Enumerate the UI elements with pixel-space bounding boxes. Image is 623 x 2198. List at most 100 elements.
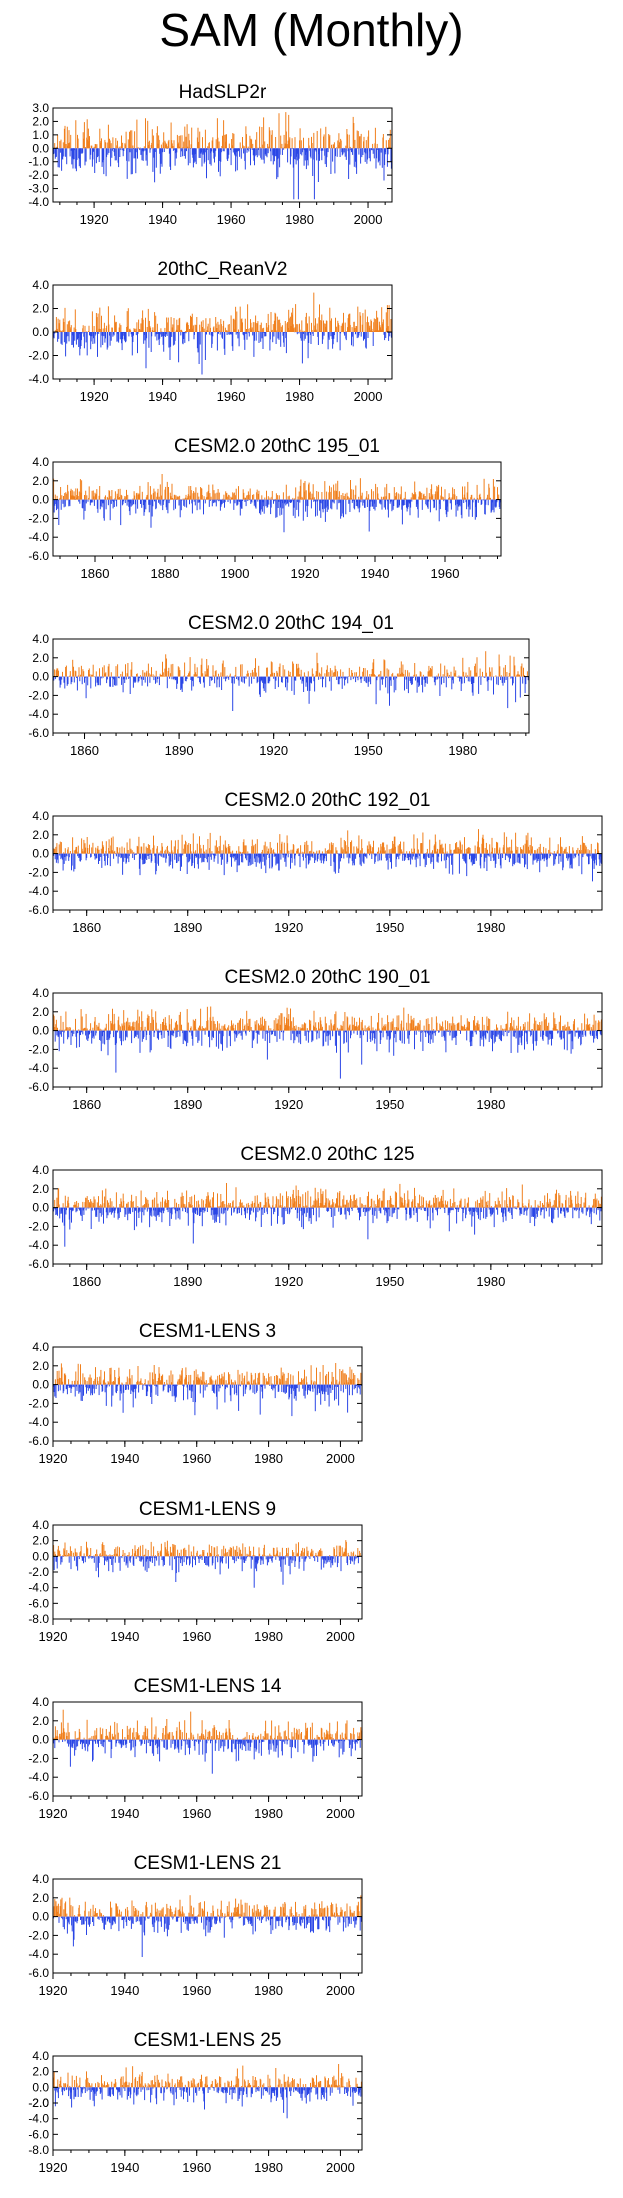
- y-tick-label: 0.0: [32, 141, 49, 155]
- x-tick-label: 1920: [80, 212, 109, 227]
- x-tick-label: 2000: [354, 212, 383, 227]
- plot-frame: [52, 992, 603, 1088]
- x-tick-label: 1940: [361, 566, 390, 581]
- y-tick-label: 4.0: [32, 455, 49, 469]
- y-tick-label: -4.0: [28, 884, 49, 898]
- bar-series: [52, 1183, 602, 1247]
- x-tick-label: 1920: [291, 566, 320, 581]
- y-tick-label: -2.0: [28, 688, 49, 702]
- page-title: SAM (Monthly): [159, 4, 464, 56]
- y-tick-label: -1.0: [28, 155, 49, 169]
- y-tick-label: 2.0: [32, 474, 49, 488]
- chart-title: CESM2.0 20thC 190_01: [224, 967, 431, 988]
- bar-series: [52, 1006, 602, 1079]
- y-tick-label: -6.0: [28, 903, 49, 917]
- chart-panel: 20thC_ReanV2 4.0 2.0 0.0 -2.0 -4.0 1920 1940 196…: [0, 257, 623, 425]
- y-tick-label: -4.0: [28, 372, 49, 386]
- x-tick-label: 1950: [354, 743, 383, 758]
- bar-series: [52, 474, 501, 533]
- x-tick-label: 1950: [375, 1097, 404, 1112]
- y-tick-label: 0.0: [32, 493, 49, 507]
- y-tick-label: -6.0: [28, 726, 49, 740]
- x-tick-label: 1980: [476, 1097, 505, 1112]
- chart-plot: 4.0 2.0 0.0 -2.0 -4.0 -6.0 1860 1890 1920 1950 198…: [28, 986, 603, 1112]
- y-tick-label: 2.0: [32, 302, 49, 316]
- x-tick-label: 1980: [285, 389, 314, 404]
- chart-title: CESM2.0 20thC 192_01: [224, 790, 431, 811]
- x-tick-label: 1980: [448, 743, 477, 758]
- y-tick-label: 2.0: [32, 114, 49, 128]
- y-tick-label: -4.0: [28, 1061, 49, 1075]
- y-tick-label: -3.0: [28, 182, 49, 196]
- x-tick-label: 1890: [165, 743, 194, 758]
- y-tick-label: 1.0: [32, 128, 49, 142]
- y-tick-label: -6.0: [28, 549, 49, 563]
- x-tick-label: 2000: [354, 389, 383, 404]
- x-tick-label: 1940: [148, 389, 177, 404]
- y-tick-label: 2.0: [32, 651, 49, 665]
- x-tick-label: 1860: [81, 566, 110, 581]
- chart-title: 20thC_ReanV2: [157, 259, 288, 280]
- x-tick-label: 1900: [221, 566, 250, 581]
- y-tick-label: 0.0: [32, 325, 49, 339]
- chart-plot: 4.0 2.0 0.0 -2.0 -4.0 -6.0 1860 1890 1920 1950 198…: [28, 809, 603, 935]
- x-tick-label: 1940: [148, 212, 177, 227]
- y-tick-label: -2.0: [28, 349, 49, 363]
- chart-title: CESM2.0 20thC 194_01: [188, 613, 394, 634]
- y-tick-label: -2.0: [28, 168, 49, 182]
- chart-title: CESM2.0 20thC 125: [240, 1144, 415, 1165]
- x-tick-label: 1960: [431, 566, 460, 581]
- bar-series: [52, 292, 392, 375]
- plot-frame: [52, 638, 530, 734]
- y-tick-label: 0.0: [32, 847, 49, 861]
- y-tick-label: -2.0: [28, 511, 49, 525]
- x-tick-label: 1890: [173, 1097, 202, 1112]
- chart-panel: HadSLP2r 3.0 2.0 1.0 0.0 -1.0 -2.0 -3.0 -4.0 1920…: [0, 80, 623, 248]
- bar-series: [52, 829, 602, 882]
- plot-frame: [52, 107, 393, 203]
- chart-title: HadSLP2r: [178, 82, 267, 103]
- x-tick-label: 1980: [285, 212, 314, 227]
- y-tick-label: 2.0: [32, 1005, 49, 1019]
- plot-frame: [52, 461, 502, 557]
- x-tick-label: 1920: [274, 920, 303, 935]
- x-tick-label: 1860: [72, 1097, 101, 1112]
- x-tick-label: 1920: [259, 743, 288, 758]
- chart-panel: CESM2.0 20thC 194_01 4.0 2.0 0.0 -2.0 -4.0 -6.…: [0, 611, 623, 779]
- x-tick-label: 1920: [80, 389, 109, 404]
- bar-series: [52, 651, 529, 711]
- plot-frame: [52, 815, 603, 911]
- chart-title: CESM2.0 20thC 195_01: [174, 436, 380, 457]
- y-tick-label: -2.0: [28, 1042, 49, 1056]
- x-tick-label: 1860: [70, 743, 99, 758]
- bar-series: [52, 112, 392, 200]
- y-tick-label: 2.0: [32, 828, 49, 842]
- x-tick-label: 1960: [217, 389, 246, 404]
- chart-panel: CESM2.0 20thC 125 4.0 2.0 0.0 -2.0 -4.0 -6.0 18…: [0, 1142, 623, 1310]
- chart-panel: CESM2.0 20thC 195_01 4.0 2.0 0.0 -2.0 -4.0 -6.…: [0, 434, 623, 602]
- chart-plot: 3.02.01.00.0-1.0-2.0-3.0-4.0 1920 1940 1960…: [28, 101, 393, 227]
- y-tick-label: -4.0: [28, 195, 49, 209]
- y-tick-label: 3.0: [32, 101, 49, 115]
- y-tick-label: -2.0: [28, 865, 49, 879]
- x-tick-label: 1920: [274, 1097, 303, 1112]
- x-tick-label: 1980: [476, 920, 505, 935]
- y-tick-label: 4.0: [32, 278, 49, 292]
- y-tick-label: -4.0: [28, 530, 49, 544]
- x-tick-label: 1950: [375, 920, 404, 935]
- x-tick-label: 1880: [151, 566, 180, 581]
- chart-plot: 4.0 2.0 0.0 -2.0 -4.0 1920 1940 1960 1980 2000: [28, 278, 393, 404]
- x-tick-label: 1860: [72, 920, 101, 935]
- y-tick-label: 0.0: [32, 1024, 49, 1038]
- y-tick-label: 4.0: [32, 809, 49, 823]
- y-tick-label: -6.0: [28, 1080, 49, 1094]
- x-tick-label: 1960: [217, 212, 246, 227]
- x-tick-label: 1890: [173, 920, 202, 935]
- y-tick-label: 4.0: [32, 632, 49, 646]
- chart-panel: CESM2.0 20thC 190_01 4.0 2.0 0.0 -2.0 -4.0 -6.…: [0, 965, 623, 1133]
- y-tick-label: 0.0: [32, 670, 49, 684]
- y-tick-label: 4.0: [32, 986, 49, 1000]
- chart-plot: 4.0 2.0 0.0 -2.0 -4.0 -6.0 1860 1880 1900 1920 194…: [28, 455, 502, 581]
